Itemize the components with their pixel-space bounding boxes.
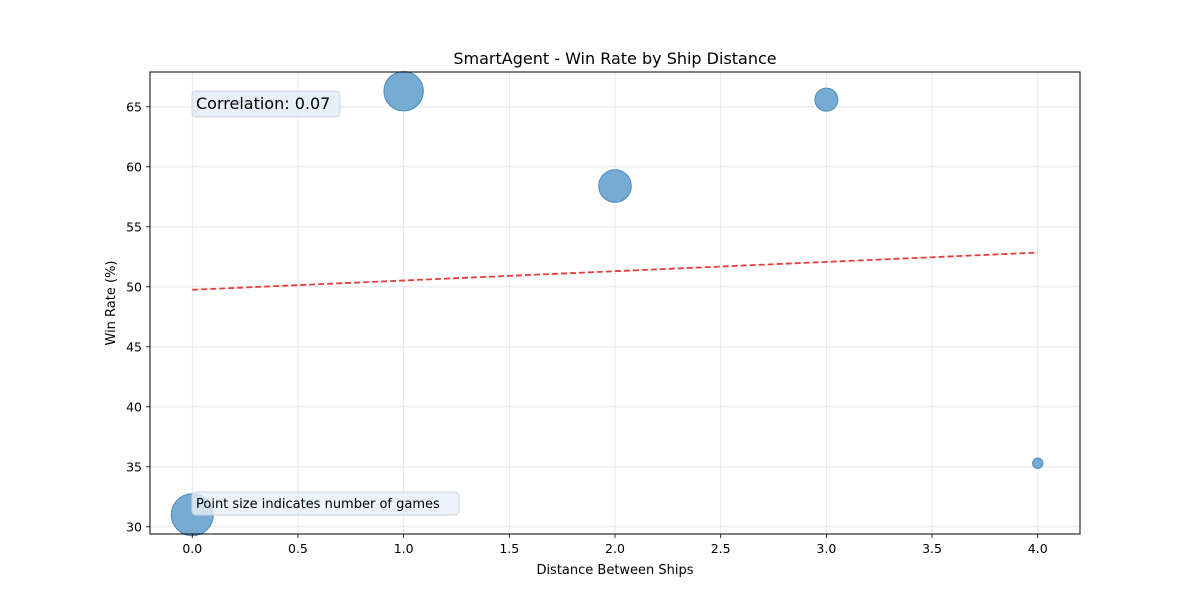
x-tick-label: 2.0	[605, 541, 625, 556]
y-tick-label: 55	[126, 219, 142, 234]
correlation-annotation: Correlation: 0.07	[191, 90, 341, 118]
data-point	[598, 169, 632, 203]
y-tick-label: 30	[126, 519, 142, 534]
correlation-annotation-text: Correlation: 0.07	[196, 94, 330, 113]
data-points	[170, 71, 1044, 537]
x-tick-label: 3.5	[922, 541, 942, 556]
grid	[150, 72, 1080, 534]
size-note-annotation-box	[191, 491, 460, 516]
x-tick-label: 3.0	[816, 541, 836, 556]
data-point	[814, 87, 839, 112]
trendline-path	[192, 251, 1038, 291]
correlation-annotation-box	[191, 90, 341, 118]
x-tick-label: 4.0	[1028, 541, 1048, 556]
chart-title: SmartAgent - Win Rate by Ship Distance	[453, 49, 776, 68]
trendline	[192, 251, 1038, 291]
x-tick-label: 1.0	[394, 541, 414, 556]
y-axis-label: Win Rate (%)	[104, 261, 119, 346]
x-tick-label: 1.5	[499, 541, 519, 556]
size-note-annotation: Point size indicates number of games	[191, 491, 460, 516]
size-note-annotation-text: Point size indicates number of games	[196, 497, 440, 512]
data-point	[1032, 457, 1044, 469]
y-tick-label: 50	[126, 279, 142, 294]
x-tick-label: 0.5	[288, 541, 308, 556]
y-tick-label: 45	[126, 339, 142, 354]
data-point	[383, 71, 424, 112]
y-tick-label: 35	[126, 459, 142, 474]
y-tick-label: 40	[126, 399, 142, 414]
x-tick-label: 2.5	[711, 541, 731, 556]
y-axis-ticks: 30 35 40 45 50 55 60 65	[126, 99, 150, 534]
x-tick-label: 0.0	[182, 541, 202, 556]
x-axis-ticks: 0.0 0.5 1.0 1.5 2.0 2.5 3.0 3.5 4.0	[182, 534, 1048, 556]
x-axis-label: Distance Between Ships	[536, 563, 693, 578]
y-tick-label: 60	[126, 159, 142, 174]
y-tick-label: 65	[126, 99, 142, 114]
